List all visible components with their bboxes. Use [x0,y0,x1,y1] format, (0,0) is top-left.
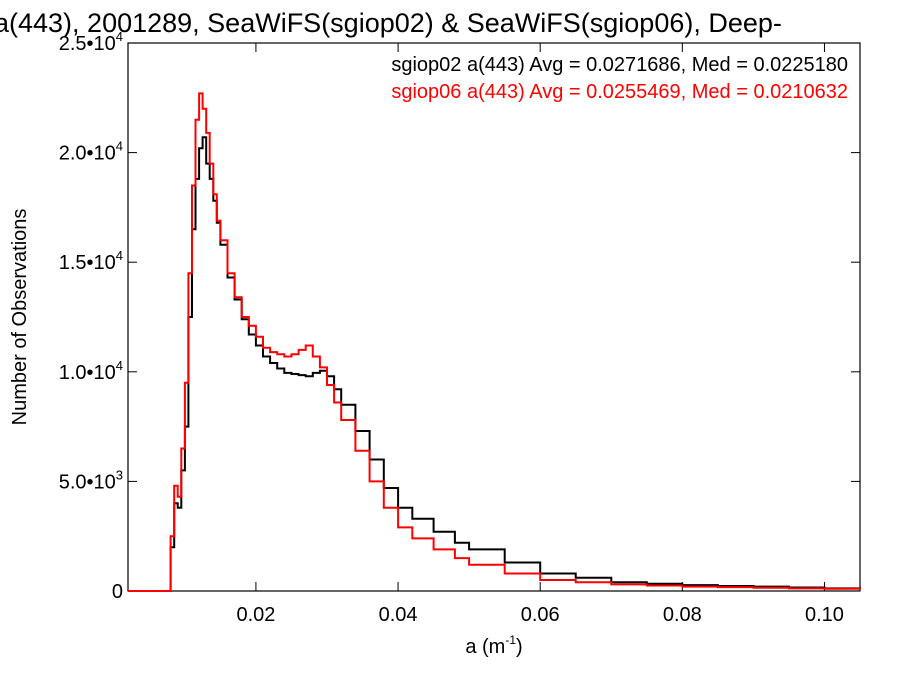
plot-frame [127,42,861,592]
series-layer [128,92,861,592]
y-tick-label: 1.5•104 [59,248,123,274]
x-axis-label-exponent: -1 [505,633,516,647]
y-tick-label: 2.5•104 [59,29,123,55]
x-tick-label: 0.02 [236,604,275,626]
x-axis-label-close: ) [516,636,523,658]
series-line-sgiop02 [128,136,861,592]
y-tick-mantissa: 0 [112,581,123,603]
y-tick-mantissa: 2.0•10 [59,143,116,165]
x-axis-label-main: a (m [465,636,505,658]
y-tick-mantissa: 1.0•10 [59,362,116,384]
x-axis: 0.02 0.04 0.06 0.08 0.10 [236,43,844,626]
y-tick-exponent: 4 [116,29,123,44]
y-tick-label: 1.0•104 [59,358,123,384]
y-tick-mantissa: 5.0•10 [59,471,116,493]
x-axis-label: a (m-1) [465,633,522,658]
legend-entry-sgiop06: sgiop06 a(443) Avg = 0.0255469, Med = 0.… [391,81,848,103]
x-tick-label: 0.10 [805,604,844,626]
y-tick-exponent: 4 [116,358,123,373]
y-tick-exponent: 3 [116,467,123,482]
chart-title: a(443), 2001289, SeaWiFS(sgiop02) & SeaW… [0,8,782,38]
x-tick-label: 0.06 [521,604,560,626]
y-tick-exponent: 4 [116,248,123,263]
x-tick-label: 0.08 [663,604,702,626]
y-tick-label: 2.0•104 [59,139,123,165]
y-tick-label: 5.0•103 [59,467,123,493]
series-line-sgiop06 [128,92,861,592]
x-tick-label: 0.04 [379,604,418,626]
y-tick-exponent: 4 [116,139,123,154]
y-tick-mantissa: 1.5•10 [59,252,116,274]
y-tick-label: 0 [112,581,123,603]
legend-entry-sgiop02: sgiop02 a(443) Avg = 0.0271686, Med = 0.… [391,54,848,76]
y-tick-mantissa: 2.5•10 [59,33,116,55]
y-axis-label: Number of Observations [9,209,31,426]
